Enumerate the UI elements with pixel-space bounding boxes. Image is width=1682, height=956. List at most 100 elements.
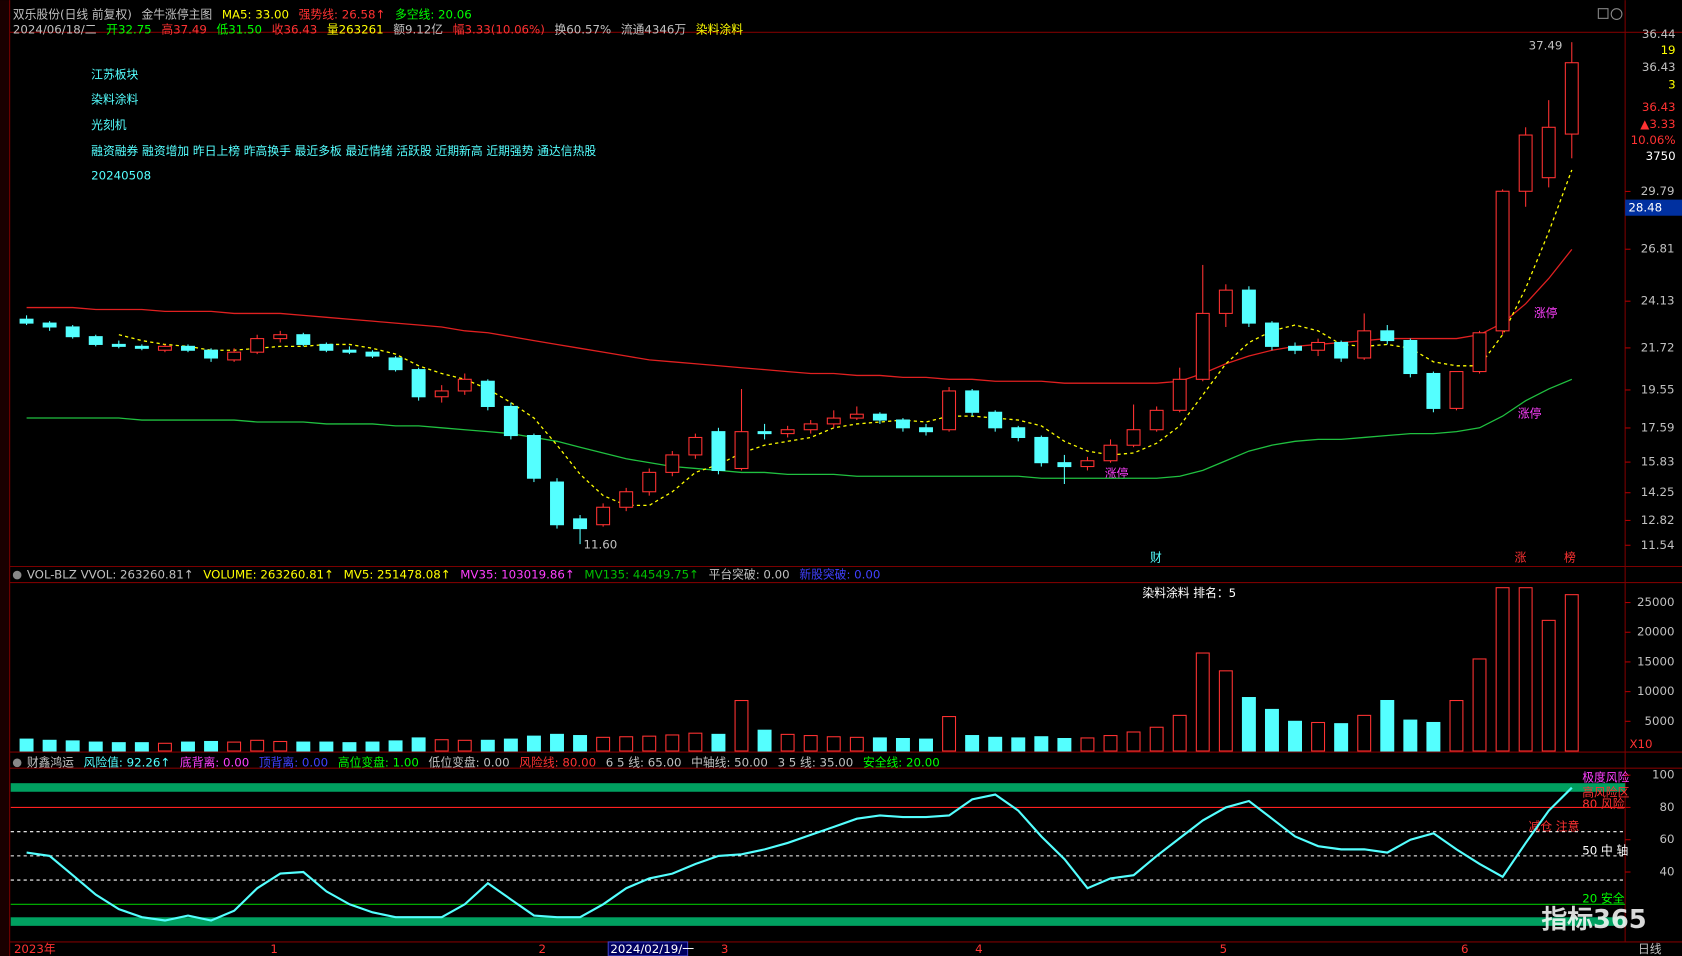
zone-label: 高风险区 [1582, 785, 1629, 799]
header-text: 幅3.33(10.06%) [453, 23, 545, 37]
x-label: 3 [721, 942, 729, 956]
header-text: 2024/06/18/二 [13, 23, 97, 37]
volume-bar [942, 716, 957, 752]
volume-bar [849, 736, 864, 752]
header-text: MV35: 103019.86↑ [460, 568, 575, 582]
volume-bar [1195, 652, 1210, 752]
price-info: 19 [1661, 43, 1676, 57]
candle-body [1357, 330, 1372, 359]
volume-bar [1264, 708, 1279, 752]
candle-body [1149, 409, 1164, 431]
candle-body [573, 518, 588, 530]
volume-bar [296, 741, 311, 752]
y-tick-label: 10000 [1637, 684, 1674, 698]
candle-body [250, 338, 265, 353]
volume-bar [1403, 719, 1418, 752]
x-label: 6 [1461, 942, 1469, 956]
candle-body [711, 431, 726, 471]
header-icon [12, 570, 22, 580]
volume-bar [65, 740, 80, 752]
volume-bar [227, 741, 242, 752]
x-label: 2 [538, 942, 546, 956]
volume-bar [1126, 731, 1141, 752]
y-tick-label: 29.79 [1641, 184, 1675, 198]
volume-bar [642, 735, 657, 752]
zone-label: 20 安全 [1582, 892, 1625, 906]
window-button[interactable] [1597, 8, 1609, 19]
volume-bar [965, 735, 980, 752]
candle-body [181, 345, 195, 351]
candle-body [919, 427, 933, 433]
volume-bar [181, 741, 195, 752]
candle-body [942, 390, 957, 431]
header-text: 风险值: 92.26↑ [84, 755, 171, 769]
y-tick-label: 15.83 [1641, 455, 1675, 469]
candle-body [1218, 289, 1233, 314]
volume-bar [1380, 699, 1395, 752]
volume-bar [1518, 587, 1533, 752]
candle-body [134, 345, 149, 349]
y-tick-label: 15000 [1637, 654, 1674, 668]
tag: 融资融券 融资增加 昨日上榜 昨高换手 最近多板 最近情绪 活跃股 近期新高 近… [91, 144, 596, 158]
candle-body [1011, 427, 1026, 439]
header-text: MA5: 33.00 [222, 8, 289, 22]
volume-bar [1426, 721, 1441, 752]
volume-bar [526, 735, 541, 752]
x-label: 2023年 [14, 942, 56, 956]
header-text: 染料涂料 [696, 23, 743, 37]
volume-bar [826, 736, 841, 752]
header-text: 换60.57% [555, 23, 612, 37]
candle-body [480, 380, 495, 407]
candle-body [319, 343, 334, 351]
y-tick-label: 17.59 [1641, 420, 1675, 434]
annotation: 涨 [1515, 550, 1527, 564]
candle-body [1080, 460, 1095, 468]
y-tick-label: 24.13 [1641, 294, 1675, 308]
candle-body [1426, 372, 1441, 409]
header-text: 顶背离: 0.00 [259, 755, 328, 769]
volume-bar [1564, 594, 1579, 752]
volume-bar [457, 739, 472, 752]
header-text: MV135: 44549.75↑ [584, 568, 699, 582]
candle-body [988, 411, 1003, 429]
annotation: 涨停 [1105, 467, 1129, 481]
y-tick-label: 12.82 [1641, 513, 1675, 527]
candle-body [365, 351, 380, 357]
candle-body [1264, 322, 1279, 347]
candle-body [757, 431, 772, 435]
volume-bar [42, 739, 57, 752]
volume-bar [1495, 587, 1510, 752]
annotation: 财 [1150, 550, 1162, 564]
y-tick-label: 80 [1659, 800, 1674, 814]
volume-bar [1288, 720, 1302, 752]
volume-bar [1103, 735, 1118, 752]
candle-body [19, 318, 34, 324]
header-text: 金牛涨停主图 [141, 8, 212, 22]
side-toolbar[interactable] [0, 0, 10, 956]
zone-label: 减仓 注意 [1529, 820, 1580, 834]
candle-body [457, 378, 472, 392]
volume-bar [1311, 721, 1326, 752]
candle-body [1564, 62, 1579, 135]
candle-body [826, 417, 841, 425]
volume-bar [342, 742, 357, 752]
header-text: 高37.49 [161, 23, 207, 37]
volume-bar [573, 735, 588, 752]
volume-bar [480, 739, 495, 752]
volume-bar [365, 741, 380, 752]
candle-body [1541, 126, 1556, 179]
candle-body [1518, 134, 1533, 192]
volume-bar [895, 737, 910, 752]
y-tick-label: 26.81 [1641, 242, 1675, 256]
candle-body [1311, 341, 1326, 351]
volume-bar [711, 733, 726, 752]
tag: 江苏板块 [91, 68, 138, 82]
y-tick-label: 11.54 [1641, 538, 1675, 552]
x-label: 4 [975, 942, 983, 956]
y-tick-label: 5000 [1645, 714, 1675, 728]
candle-body [526, 434, 541, 479]
candle-body [803, 423, 818, 431]
scale-label: X10 [1629, 737, 1652, 751]
volume-bar [273, 740, 288, 752]
window-button[interactable] [1610, 8, 1623, 20]
